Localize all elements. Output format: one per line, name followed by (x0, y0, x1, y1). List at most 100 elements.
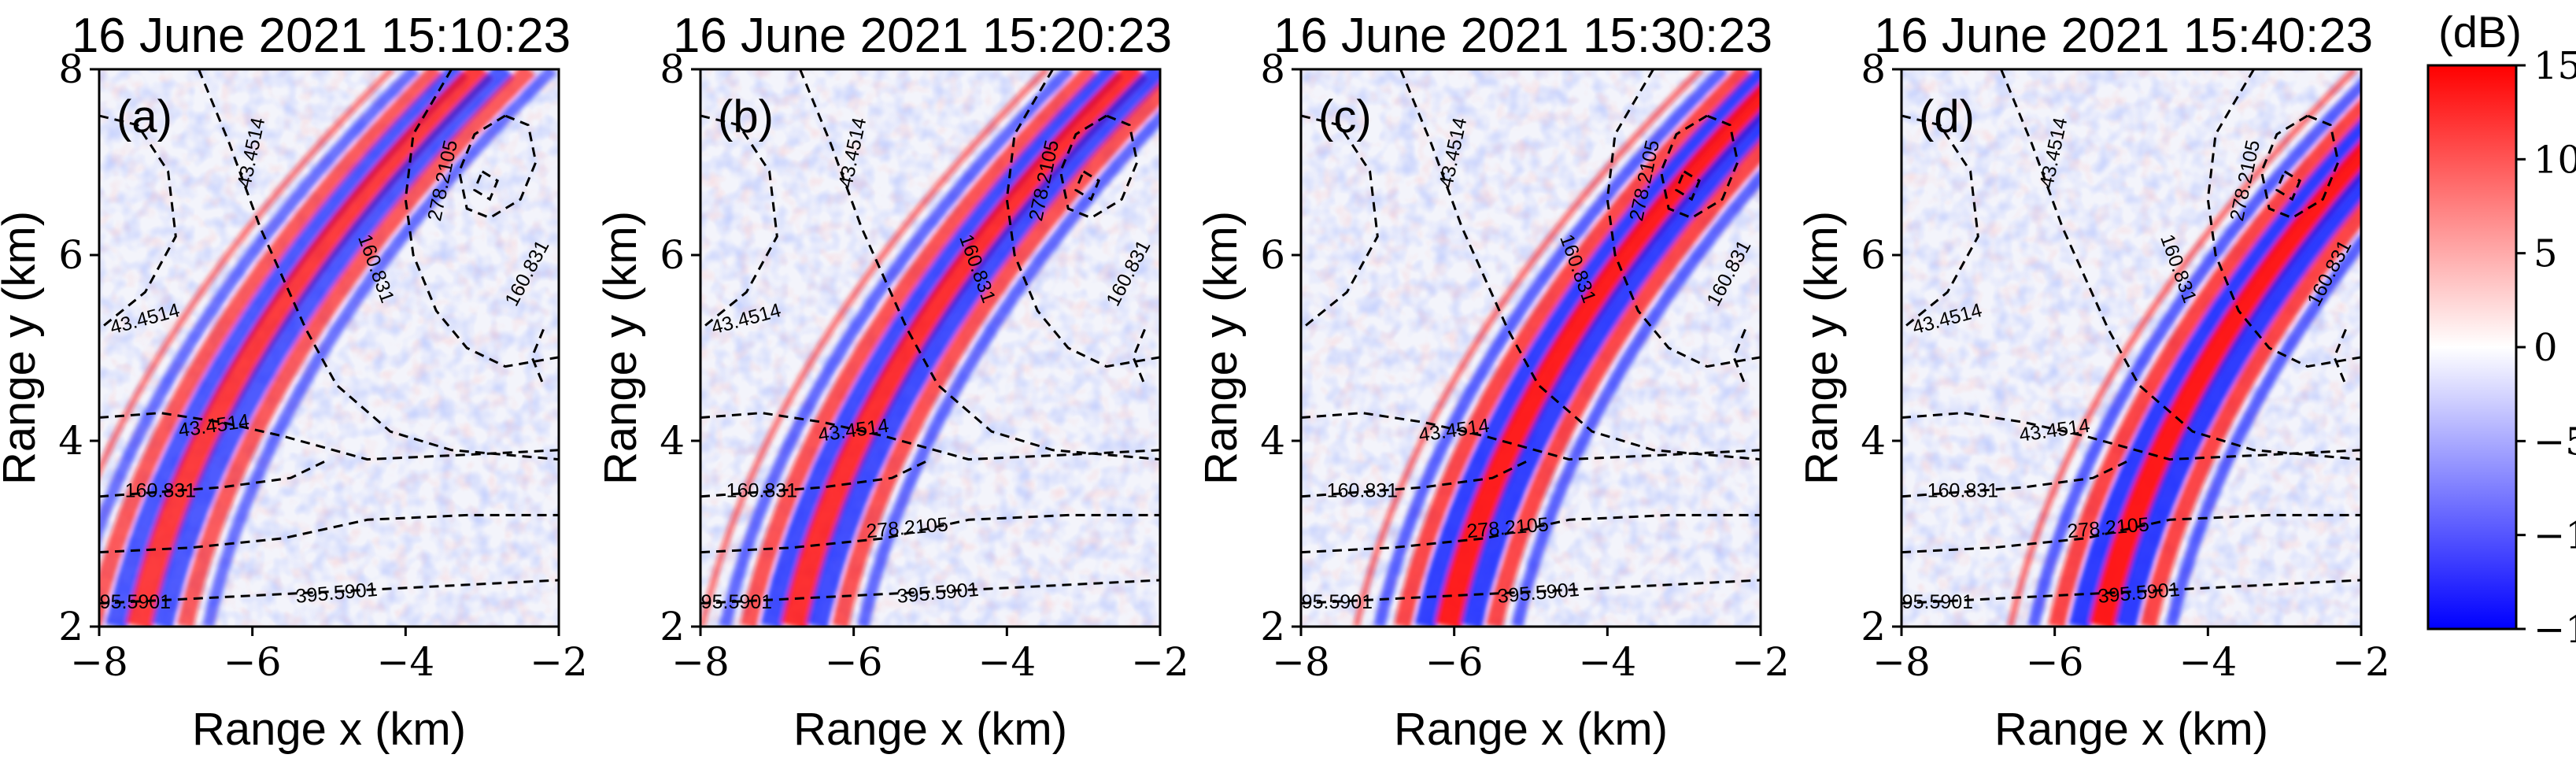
contour-label: 395.5901 (1891, 591, 1973, 613)
contour-line (1902, 579, 2361, 605)
y-axis-label: Range y (km) (1196, 211, 1247, 485)
contour-line (1659, 114, 1739, 220)
x-tick-label: −6 (1425, 639, 1484, 685)
contour-label: 160.831 (125, 480, 196, 502)
x-tick-label: −8 (1872, 639, 1931, 685)
wave-band (1414, 69, 1761, 627)
y-tick-label: 8 (58, 46, 83, 92)
contour-label: 160.831 (726, 480, 797, 502)
contour-line (1399, 69, 1761, 461)
y-tick-label: 2 (1861, 604, 1886, 649)
colorbar-tick-label: 5 (2533, 232, 2558, 276)
y-tick-label: 8 (1861, 46, 1886, 92)
contour-line (2333, 328, 2347, 386)
contour-line (1902, 513, 2361, 554)
wave-band (857, 109, 1160, 627)
x-tick-label: −4 (376, 639, 434, 685)
plot-frame (98, 68, 560, 628)
y-tick-label: 4 (58, 418, 83, 464)
wave-band (2140, 200, 2361, 627)
colorbar-tick-label: 0 (2533, 326, 2558, 370)
contour-line (1675, 169, 1701, 202)
wave-band (2165, 233, 2361, 627)
panel-title: 16 June 2021 15:30:23 (1273, 9, 1772, 63)
wave-bands (99, 69, 557, 627)
wave-band (105, 69, 469, 627)
x-tick-label: −8 (70, 639, 128, 685)
wave-band (719, 69, 1074, 627)
y-axis-label: Range y (km) (0, 211, 45, 485)
wave-band (2007, 69, 2358, 627)
y-tick-label: 6 (1861, 232, 1886, 278)
x-tick-label: −2 (1732, 639, 1790, 685)
contour-line (700, 114, 778, 331)
contour-line (99, 513, 559, 554)
contour-line (1301, 513, 1761, 554)
contour-line (473, 169, 499, 202)
x-tick-label: −8 (671, 639, 730, 685)
x-axis-label: Range x (km) (1994, 704, 2268, 755)
x-tick-label: −6 (2026, 639, 2084, 685)
contour-label: 160.831 (1327, 480, 1398, 502)
contour-line (2275, 169, 2301, 202)
wave-band (1460, 109, 1761, 627)
wave-band (99, 69, 394, 479)
x-tick-label: −4 (1578, 639, 1636, 685)
wave-band (176, 69, 536, 627)
wave-band (99, 69, 444, 627)
wave-band (760, 69, 1124, 627)
colorbar-unit: (dB) (2438, 7, 2522, 57)
x-tick-label: −6 (825, 639, 883, 685)
contour-line (1132, 328, 1146, 386)
panel-label: (c) (1318, 91, 1372, 142)
y-tick-label: 4 (1260, 418, 1285, 464)
wave-band (1511, 168, 1761, 627)
x-tick-label: −2 (2332, 639, 2390, 685)
contour-line (198, 69, 559, 461)
x-axis-label: Range x (km) (793, 704, 1067, 755)
wave-band (806, 69, 1160, 627)
wave-band (831, 82, 1160, 627)
panel-label: (a) (116, 91, 172, 142)
y-tick-label: 8 (660, 46, 685, 92)
x-tick-label: −2 (1131, 639, 1189, 685)
contour-label: 395.5901 (89, 591, 171, 613)
contour-line (1902, 458, 2132, 498)
x-tick-label: −6 (224, 639, 282, 685)
wave-band (2114, 169, 2361, 627)
contour-line (1732, 328, 1746, 386)
contours (1902, 69, 2361, 605)
contour-line (700, 458, 931, 498)
contour-line (799, 69, 1160, 461)
contour-label: 160.831 (1927, 480, 1998, 502)
wave-band (700, 69, 1049, 627)
wave-band (2089, 139, 2361, 627)
contour-line (2000, 69, 2361, 461)
wave-bands (2007, 69, 2361, 627)
contour-line (1902, 114, 1979, 331)
plot-frame (1900, 68, 2363, 628)
panel-title: 16 June 2021 15:40:23 (1874, 9, 2373, 63)
wave-bands (700, 69, 1160, 627)
y-tick-label: 6 (660, 232, 685, 278)
wave-band (2048, 98, 2361, 627)
y-tick-label: 2 (1260, 604, 1285, 649)
contour-line (1301, 114, 1379, 331)
x-tick-label: −2 (530, 639, 588, 685)
panel-label: (b) (718, 91, 774, 142)
y-tick-label: 6 (1260, 232, 1285, 278)
y-axis-label: Range y (km) (1796, 211, 1847, 485)
wave-band (2027, 77, 2361, 627)
wave-band (1435, 82, 1761, 627)
wave-band (781, 69, 1148, 627)
y-tick-label: 2 (58, 604, 83, 649)
wave-band (739, 69, 1099, 627)
contour-line (700, 579, 1160, 605)
y-tick-label: 8 (1260, 46, 1285, 92)
y-tick-label: 4 (1861, 418, 1886, 464)
colorbar-tick-label: −10 (2533, 514, 2576, 558)
contours (1301, 69, 1761, 605)
